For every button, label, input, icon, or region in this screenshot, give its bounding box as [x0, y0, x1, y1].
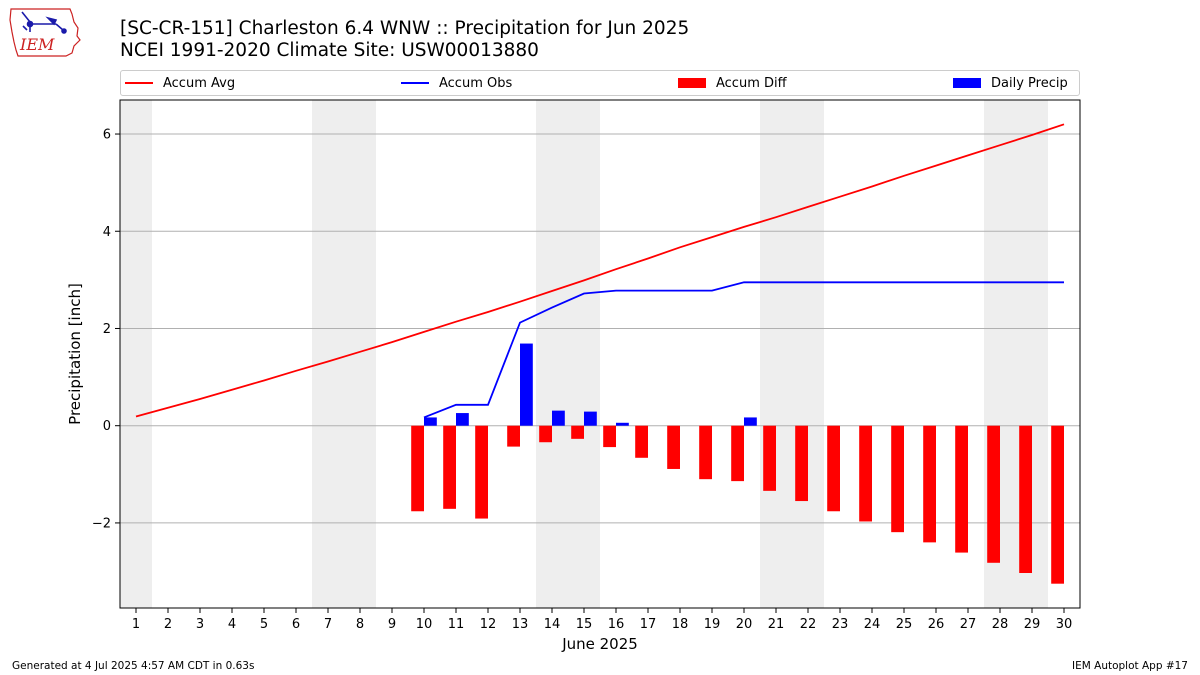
accum-diff-bar-day-29 [1019, 425, 1032, 573]
weekend-band-1 [120, 100, 152, 608]
weather-station-icon [21, 11, 67, 34]
legend-item-daily-precip: Daily Precip [953, 71, 1068, 95]
x-tick-label-17: 17 [640, 617, 657, 632]
x-tick-label-9: 9 [388, 617, 396, 632]
accum-diff-bar-day-23 [827, 425, 840, 512]
legend: Accum Avg Accum Obs Accum Diff Daily Pre… [120, 70, 1080, 96]
y-tick-label-2: 2 [103, 322, 111, 337]
x-tick-label-3: 3 [196, 617, 204, 632]
x-tick-label-15: 15 [576, 617, 593, 632]
x-tick-label-19: 19 [704, 617, 721, 632]
x-tick-label-29: 29 [1024, 617, 1041, 632]
x-tick-label-25: 25 [896, 617, 913, 632]
x-tick-label-4: 4 [228, 617, 236, 632]
x-tick-label-13: 13 [512, 617, 529, 632]
x-tick-label-6: 6 [292, 617, 300, 632]
y-axis-label: Precipitation [inch] [66, 283, 84, 425]
accum-diff-bar-day-11 [443, 425, 456, 509]
legend-swatch-accum-obs [401, 82, 429, 84]
accum-diff-bar-day-13 [507, 425, 520, 447]
weekend-band-3 [536, 100, 600, 608]
legend-swatch-daily-precip [953, 78, 981, 88]
app-note: IEM Autoplot App #17 [1072, 660, 1188, 672]
x-tick-label-24: 24 [864, 617, 881, 632]
x-tick-label-18: 18 [672, 617, 689, 632]
x-tick-label-27: 27 [960, 617, 977, 632]
legend-label-accum-diff: Accum Diff [716, 75, 787, 91]
x-tick-label-5: 5 [260, 617, 268, 632]
legend-label-accum-obs: Accum Obs [439, 75, 513, 91]
y-tick-label-4: 4 [103, 225, 111, 240]
x-tick-label-20: 20 [736, 617, 753, 632]
accum-avg-line [135, 123, 1065, 418]
daily-precip-bar-day-20 [744, 417, 757, 426]
y-tick-label--2: −2 [92, 516, 111, 531]
accum-diff-bar-day-27 [955, 425, 968, 553]
x-tick-label-21: 21 [768, 617, 785, 632]
legend-item-accum-avg: Accum Avg [125, 71, 235, 95]
x-tick-label-22: 22 [800, 617, 817, 632]
accum-diff-bar-day-12 [475, 425, 488, 519]
accum-diff-bar-day-30 [1051, 425, 1064, 584]
accum-diff-bar-day-24 [859, 425, 872, 522]
x-tick-label-14: 14 [544, 617, 561, 632]
legend-swatch-accum-avg [125, 82, 153, 84]
weekend-band-2 [312, 100, 376, 608]
accum-diff-bar-day-14 [539, 425, 552, 443]
accum-diff-bar-day-25 [891, 425, 904, 533]
x-tick-label-23: 23 [832, 617, 849, 632]
generated-note: Generated at 4 Jul 2025 4:57 AM CDT in 0… [12, 660, 255, 672]
daily-precip-bar-day-11 [456, 413, 469, 426]
y-tick-label-6: 6 [103, 128, 111, 143]
chart-subtitle: NCEI 1991-2020 Climate Site: USW00013880 [120, 40, 539, 61]
accum-diff-bar-day-16 [603, 425, 616, 448]
iem-logo-text: IEM [19, 35, 55, 54]
x-tick-label-1: 1 [132, 617, 140, 632]
x-tick-label-10: 10 [416, 617, 433, 632]
x-tick-label-2: 2 [164, 617, 172, 632]
accum-diff-bar-day-19 [699, 425, 712, 480]
legend-label-daily-precip: Daily Precip [991, 75, 1068, 91]
iem-logo: IEM [9, 8, 81, 57]
plot-frame [119, 99, 1081, 609]
x-tick-label-16: 16 [608, 617, 625, 632]
x-tick-label-12: 12 [480, 617, 497, 632]
weekend-band-4 [760, 100, 824, 608]
accum-diff-bar-day-18 [667, 425, 680, 469]
chart-title: [SC-CR-151] Charleston 6.4 WNW :: Precip… [120, 18, 690, 39]
iowa-outline [9, 8, 81, 57]
x-tick-label-30: 30 [1056, 617, 1073, 632]
accum-diff-bar-day-28 [987, 425, 1000, 563]
x-tick-label-26: 26 [928, 617, 945, 632]
legend-item-accum-obs: Accum Obs [401, 71, 512, 95]
accum-diff-bar-day-20 [731, 425, 744, 482]
accum-diff-bar-day-22 [795, 425, 808, 502]
daily-precip-bar-day-15 [584, 411, 597, 426]
y-tick-label-0: 0 [103, 419, 111, 434]
accum-diff-bar-day-15 [571, 425, 584, 439]
daily-precip-bar-day-10 [424, 417, 437, 426]
daily-precip-bar-day-16 [616, 422, 629, 426]
legend-label-accum-avg: Accum Avg [163, 75, 236, 91]
legend-item-accum-diff: Accum Diff [678, 71, 787, 95]
legend-swatch-accum-diff [678, 78, 706, 88]
x-tick-label-8: 8 [356, 617, 364, 632]
accum-obs-line [423, 281, 1064, 419]
x-axis-label: June 2025 [561, 635, 638, 653]
daily-precip-bar-day-14 [552, 410, 565, 426]
x-tick-label-28: 28 [992, 617, 1009, 632]
daily-precip-bar-day-13 [520, 343, 533, 426]
accum-diff-bar-day-17 [635, 425, 648, 458]
x-tick-label-11: 11 [448, 617, 465, 632]
accum-diff-bar-day-10 [411, 425, 424, 512]
accum-diff-bar-day-26 [923, 425, 936, 543]
x-tick-label-7: 7 [324, 617, 332, 632]
accum-diff-bar-day-21 [763, 425, 776, 491]
